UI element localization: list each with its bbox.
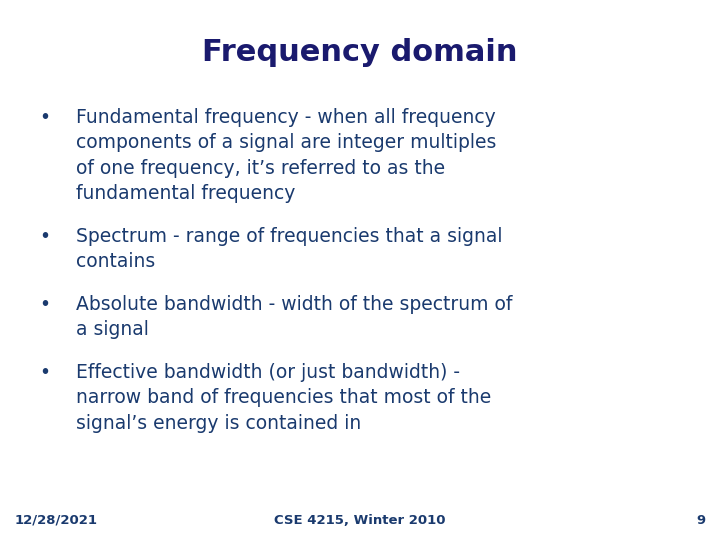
Text: narrow band of frequencies that most of the: narrow band of frequencies that most of … — [76, 388, 491, 407]
Text: a signal: a signal — [76, 320, 148, 339]
Text: Spectrum - range of frequencies that a signal: Spectrum - range of frequencies that a s… — [76, 227, 502, 246]
Text: •: • — [40, 363, 50, 382]
Text: fundamental frequency: fundamental frequency — [76, 184, 295, 203]
Text: Effective bandwidth (or just bandwidth) -: Effective bandwidth (or just bandwidth) … — [76, 363, 459, 382]
Text: contains: contains — [76, 252, 155, 271]
Text: •: • — [40, 295, 50, 314]
Text: 12/28/2021: 12/28/2021 — [14, 514, 97, 526]
Text: signal’s energy is contained in: signal’s energy is contained in — [76, 414, 361, 433]
Text: Frequency domain: Frequency domain — [202, 38, 518, 67]
Text: Absolute bandwidth - width of the spectrum of: Absolute bandwidth - width of the spectr… — [76, 295, 512, 314]
Text: of one frequency, it’s referred to as the: of one frequency, it’s referred to as th… — [76, 159, 445, 178]
Text: components of a signal are integer multiples: components of a signal are integer multi… — [76, 133, 496, 152]
Text: 9: 9 — [696, 514, 706, 526]
Text: Fundamental frequency - when all frequency: Fundamental frequency - when all frequen… — [76, 108, 495, 127]
Text: CSE 4215, Winter 2010: CSE 4215, Winter 2010 — [274, 514, 446, 526]
Text: •: • — [40, 227, 50, 246]
Text: •: • — [40, 108, 50, 127]
